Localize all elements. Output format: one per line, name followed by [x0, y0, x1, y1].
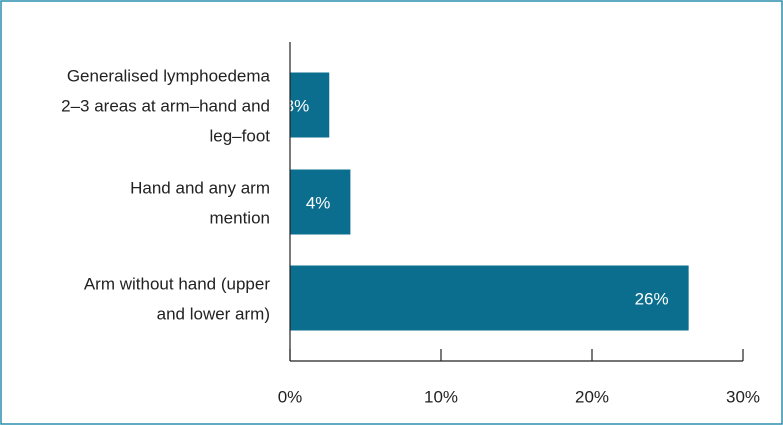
bar — [290, 169, 351, 235]
value-label: 3% — [285, 96, 310, 115]
y-tick-label: leg–foot — [210, 126, 271, 145]
y-tick-label: Arm without hand (upper — [84, 274, 270, 293]
y-tick-label: Generalised lymphoedema — [67, 66, 271, 85]
bar — [290, 72, 330, 138]
y-tick-label: and lower arm) — [157, 304, 270, 323]
y-tick-label: 2–3 areas at arm–hand and — [61, 96, 270, 115]
y-tick-label: mention — [210, 208, 270, 227]
x-tick-label: 10% — [424, 387, 458, 406]
bar — [290, 265, 689, 331]
x-tick-label: 30% — [726, 387, 760, 406]
value-label: 4% — [306, 193, 331, 212]
x-tick-label: 0% — [278, 387, 303, 406]
x-tick-label: 20% — [575, 387, 609, 406]
value-label: 26% — [635, 289, 669, 308]
y-tick-label: Hand and any arm — [130, 178, 270, 197]
